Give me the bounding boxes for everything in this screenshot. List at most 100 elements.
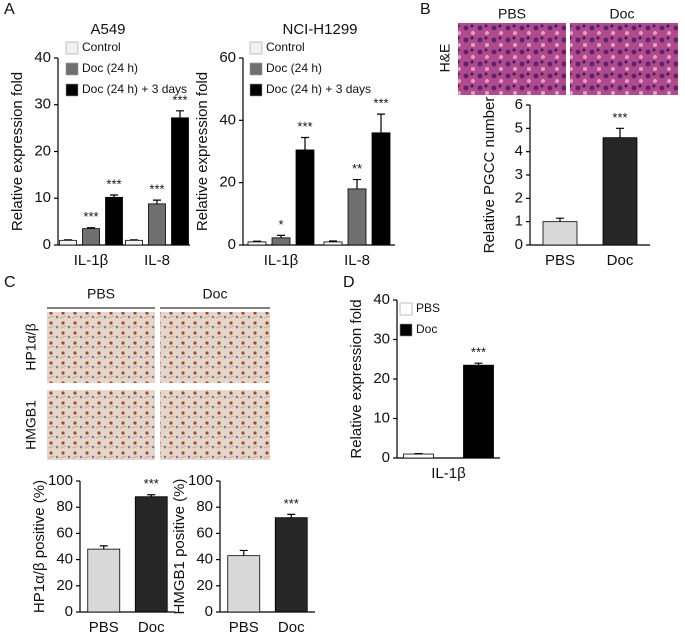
y-tick-label: 4	[515, 143, 523, 160]
error-bar	[153, 199, 161, 204]
error-bar	[377, 113, 385, 133]
error-bar	[616, 127, 624, 138]
image-row-label: HP1α/β	[23, 323, 39, 370]
x-tick-label: IL-1β	[431, 465, 466, 482]
bar	[542, 221, 578, 246]
bar	[371, 132, 391, 246]
legend-label: Doc (24 h) + 3 days	[266, 82, 371, 96]
legend-swatch	[399, 323, 413, 337]
chart-title: A549	[90, 21, 125, 38]
y-tick-label: 2	[515, 189, 523, 206]
x-tick-label: PBS	[89, 619, 119, 636]
bar	[227, 555, 261, 613]
y-tick-label: 0	[515, 236, 523, 253]
panel-letter: D	[343, 274, 355, 291]
image-row-label: H&E	[437, 44, 453, 73]
y-axis-label: Relative expression fold	[348, 299, 365, 458]
legend-swatch	[65, 41, 79, 55]
bar	[247, 241, 267, 246]
y-axis-label: Relative PGCC number	[481, 97, 498, 254]
x-tick-label: PBS	[545, 252, 575, 269]
micrograph	[47, 390, 155, 460]
y-tick-label: 80	[56, 498, 73, 515]
y-tick-label: 30	[34, 96, 51, 113]
error-bar	[253, 240, 261, 242]
legend-swatch	[249, 62, 263, 76]
panel-letter: A	[4, 1, 15, 18]
bar	[105, 196, 123, 246]
significance: ***	[297, 119, 312, 134]
error-bar	[277, 234, 285, 238]
chart-title: NCI-H1299	[282, 21, 357, 38]
y-tick-label: 3	[515, 166, 523, 183]
error-bar	[353, 178, 361, 189]
bar	[87, 548, 121, 613]
micrograph	[160, 390, 270, 460]
legend-label: Control	[82, 40, 121, 54]
micrograph	[160, 312, 270, 383]
error-bar	[474, 362, 483, 366]
significance: ***	[83, 209, 98, 224]
legend-swatch	[249, 41, 263, 55]
bar	[59, 239, 77, 246]
error-bar	[301, 136, 309, 150]
legend-label: Doc (24 h) + 3 days	[82, 82, 187, 96]
bar	[82, 228, 100, 246]
y-tick-label: 1	[515, 213, 523, 230]
error-bar	[287, 513, 296, 518]
y-tick-label: 100	[48, 472, 73, 489]
x-tick-label: Doc	[607, 252, 634, 269]
error-bar	[147, 494, 156, 497]
significance: ***	[172, 92, 187, 107]
error-bar	[176, 110, 184, 118]
x-tick-label: IL-1β	[74, 252, 109, 269]
bar	[134, 496, 168, 613]
y-tick-label: 30	[373, 330, 390, 347]
y-tick-label: 20	[196, 577, 213, 594]
x-tick-label: IL-8	[144, 252, 170, 269]
error-bar	[329, 240, 337, 242]
bar	[347, 188, 367, 246]
y-tick-label: 20	[34, 142, 51, 159]
image-column-label: Doc	[203, 286, 228, 302]
y-tick-label: 10	[34, 189, 51, 206]
legend-label: Doc (24 h)	[82, 61, 138, 75]
y-tick-label: 40	[196, 551, 213, 568]
y-axis-label: HP1α/β positive (%)	[31, 480, 48, 613]
x-tick-label: IL-1β	[264, 252, 299, 269]
bar	[271, 237, 291, 246]
y-tick-label: 0	[382, 449, 390, 466]
image-column-label: PBS	[498, 6, 526, 22]
bar	[463, 364, 494, 459]
error-bar	[99, 545, 108, 550]
significance: *	[278, 217, 283, 232]
bar	[323, 241, 343, 246]
y-tick-label: 5	[515, 119, 523, 136]
legend-label: Doc	[416, 322, 437, 336]
bar	[295, 149, 315, 246]
y-tick-label: 60	[219, 49, 236, 66]
legend-label: Control	[266, 40, 305, 54]
error-bar	[87, 227, 95, 229]
significance: ***	[612, 110, 627, 125]
error-bar	[110, 194, 118, 198]
error-bar	[239, 549, 248, 556]
y-tick-label: 0	[43, 236, 51, 253]
legend-swatch	[65, 62, 79, 76]
significance: ***	[471, 345, 486, 360]
panel-letter: B	[420, 1, 431, 18]
y-tick-label: 6	[515, 96, 523, 113]
image-column-label: PBS	[87, 286, 115, 302]
significance: ***	[106, 176, 121, 191]
y-tick-label: 0	[228, 236, 236, 253]
y-tick-label: 20	[219, 174, 236, 191]
legend-swatch	[399, 302, 413, 316]
image-column-label: Doc	[610, 6, 635, 22]
significance: **	[352, 161, 362, 176]
legend-label: Doc (24 h)	[266, 61, 322, 75]
image-row-label: HMGB1	[23, 400, 39, 450]
bar	[602, 137, 638, 246]
y-tick-label: 20	[56, 577, 73, 594]
micrograph	[458, 23, 566, 95]
